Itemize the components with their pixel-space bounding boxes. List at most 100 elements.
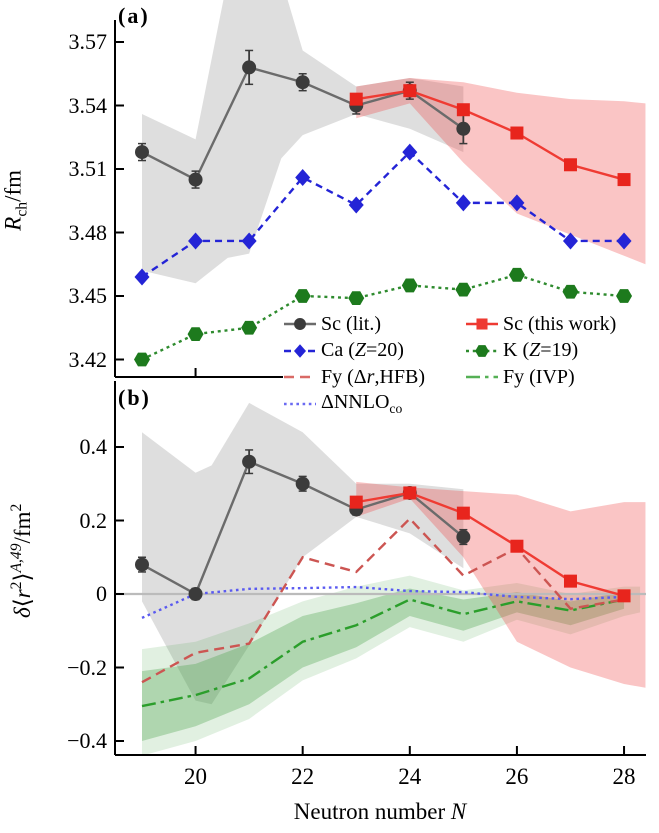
- y-tick-label: 0.4: [79, 434, 108, 459]
- diamond-marker: [294, 343, 306, 358]
- legend-marker-icon: [284, 318, 316, 331]
- diamond-marker: [616, 232, 632, 250]
- legend-item-label: K (Z=19): [503, 339, 579, 362]
- series-sc-this-work-: [349, 84, 631, 187]
- diamond-marker: [188, 232, 204, 250]
- legend-item: ΔNNLOco: [283, 391, 463, 418]
- x-tick-label: 20: [184, 764, 208, 789]
- square-marker: [510, 126, 524, 140]
- legend-item: Sc (this work): [465, 311, 657, 338]
- circle-marker: [456, 530, 471, 545]
- y-tick-label: 3.48: [68, 219, 108, 245]
- series-ca-z-20-: [134, 143, 632, 286]
- y-tick-label: 3.45: [68, 283, 108, 308]
- hexagon-marker: [187, 327, 204, 342]
- series-line: [356, 491, 625, 597]
- square-marker: [403, 486, 417, 500]
- hexagon-marker: [475, 344, 489, 357]
- circle-marker: [456, 121, 471, 136]
- panel-a-y-axis-title: Rch/fm: [0, 169, 31, 231]
- hexagon-marker: [455, 282, 472, 297]
- circle-marker: [294, 318, 306, 331]
- circle-marker: [188, 172, 203, 187]
- circle-marker: [135, 557, 149, 572]
- uncertainty-band: [356, 77, 646, 265]
- uncertainty-band: [356, 481, 646, 688]
- y-tick-label: 3.57: [68, 29, 108, 54]
- hexagon-marker: [241, 320, 258, 335]
- legend-item-label: ΔNNLOco: [321, 390, 403, 416]
- x-axis-title: Neutron number N: [293, 799, 467, 824]
- circle-marker: [295, 476, 310, 491]
- circle-marker: [242, 60, 257, 75]
- legend-marker-icon: [284, 343, 316, 358]
- square-marker: [349, 495, 363, 509]
- hexagon-marker: [134, 352, 150, 367]
- hexagon-marker: [616, 289, 633, 303]
- square-marker: [456, 506, 470, 520]
- square-marker: [617, 589, 631, 603]
- square-marker: [510, 539, 524, 553]
- legend-item: Fy (IVP): [465, 364, 657, 391]
- square-marker: [563, 158, 577, 172]
- panel-b-y-axis-title: δ⟨r2⟩A,49/fm2: [8, 503, 35, 618]
- series-k-z-19-: [134, 267, 633, 367]
- y-tick-label: 3.42: [68, 346, 108, 372]
- legend-item-label: Sc (this work): [503, 312, 617, 335]
- series-line: [356, 89, 625, 181]
- circle-marker: [188, 587, 203, 601]
- panel-a-label: (a): [118, 3, 150, 28]
- legend: Sc (lit.) Sc (this work) Ca (Z=20) K (Z=19)…: [283, 311, 657, 417]
- legend-item-label: Ca (Z=20): [321, 339, 404, 362]
- square-marker: [349, 92, 363, 106]
- diamond-marker: [562, 232, 578, 250]
- diamond-marker: [455, 194, 471, 212]
- square-marker: [617, 173, 631, 187]
- x-tick-label: 28: [612, 764, 636, 789]
- uncertainty-band: [142, 0, 464, 284]
- legend-item: Sc (lit.): [283, 311, 463, 338]
- circle-marker: [242, 454, 257, 469]
- legend-marker-icon: [284, 376, 316, 379]
- uncertainty-band: [142, 402, 464, 705]
- square-marker: [456, 103, 470, 117]
- legend-marker-icon: [466, 376, 498, 379]
- legend-marker-icon: [466, 318, 498, 330]
- hexagon-marker: [401, 278, 418, 293]
- diamond-marker: [134, 268, 150, 286]
- uncertainty-band: [142, 575, 641, 755]
- legend-item-label: Sc (lit.): [321, 312, 381, 335]
- diamond-marker: [241, 232, 257, 250]
- diamond-marker: [509, 194, 525, 212]
- y-tick-label: 3.54: [68, 92, 108, 118]
- x-tick-label: 26: [505, 764, 529, 789]
- legend-item: Ca (Z=20): [283, 338, 463, 365]
- hexagon-marker: [508, 267, 525, 282]
- legend-marker-icon: [284, 402, 316, 405]
- legend-item-label: Fy (Δr,HFB): [321, 365, 426, 388]
- legend-marker-icon: [466, 344, 498, 357]
- uncertainty-band: [142, 588, 625, 741]
- series-fy-ivp-: [141, 598, 625, 708]
- y-tick-label: −0.4: [67, 728, 107, 753]
- series-fy-r-hfb-: [141, 516, 625, 684]
- hexagon-marker: [348, 291, 365, 306]
- y-tick-label: 3.51: [68, 156, 108, 181]
- series-line: [141, 150, 625, 278]
- diamond-marker: [295, 168, 311, 186]
- series-line: [141, 516, 625, 684]
- circle-marker: [295, 75, 310, 90]
- x-tick-label: 24: [398, 764, 422, 789]
- square-marker: [563, 574, 577, 588]
- series-line: [141, 598, 625, 708]
- square-marker: [403, 84, 417, 98]
- legend-item-label: Fy (IVP): [503, 365, 575, 388]
- diamond-marker: [402, 143, 418, 161]
- legend-item: K (Z=19): [465, 338, 657, 365]
- square-marker: [476, 318, 488, 330]
- panel-b-label: (b): [118, 385, 151, 410]
- hexagon-marker: [294, 289, 311, 303]
- diamond-marker: [348, 196, 364, 214]
